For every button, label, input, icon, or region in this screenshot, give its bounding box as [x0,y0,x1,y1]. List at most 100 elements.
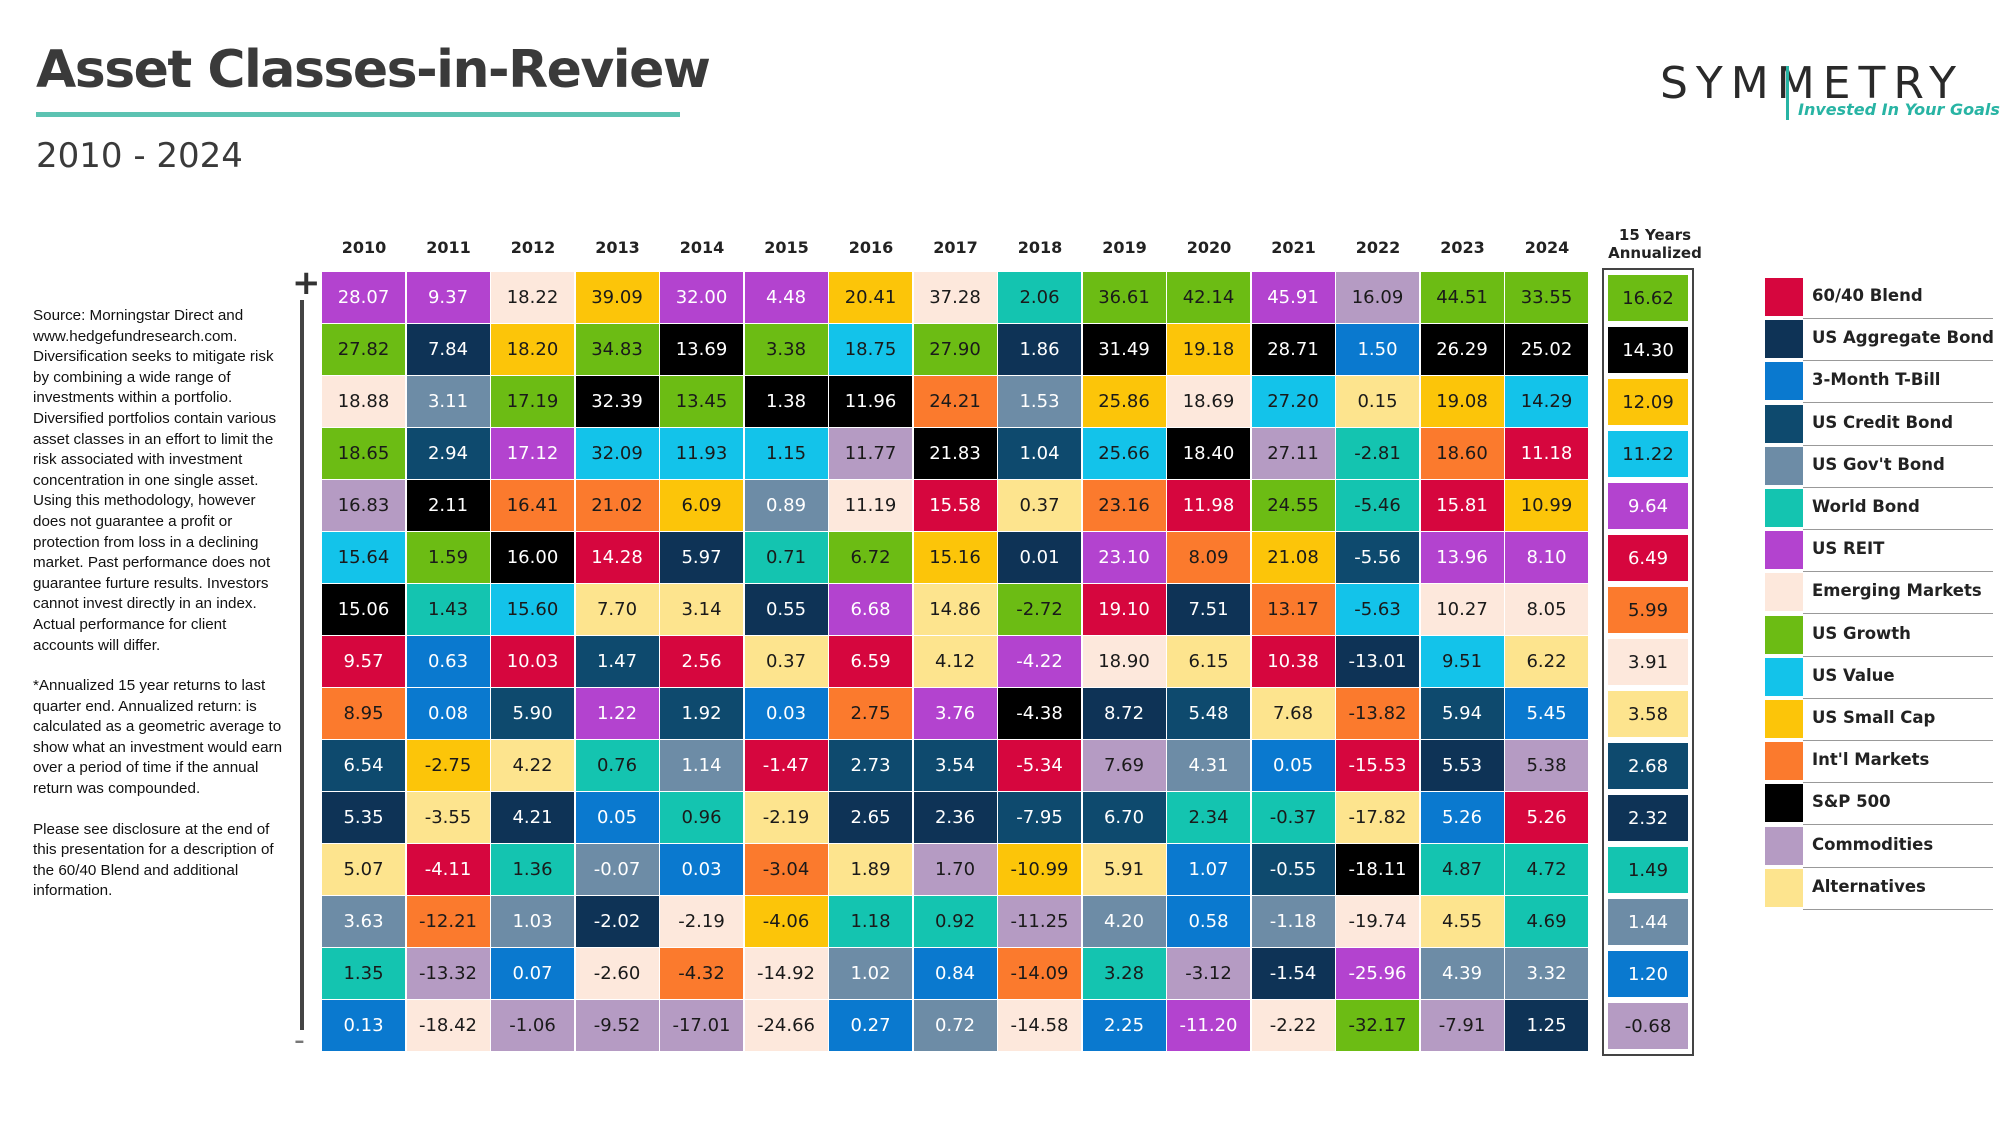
legend-divider [1803,529,1993,530]
return-cell: 0.07 [491,948,574,999]
return-cell: 20.41 [829,272,912,323]
return-cell: 19.10 [1082,584,1166,635]
legend-label: 3-Month T-Bill [1812,370,1941,390]
return-cell: 15.06 [322,584,405,635]
return-cell: 21.83 [913,428,997,479]
year-header: 2023 [1440,238,1485,257]
year-header: 2011 [426,238,471,257]
legend-divider [1803,740,1993,741]
return-cell: 0.84 [913,948,997,999]
axis-plus-sign: + [292,263,321,303]
legend-item: US Aggregate Bond [1765,320,1995,362]
return-cell: 18.90 [1082,636,1166,687]
legend-item: US Value [1765,657,1995,699]
return-cell: 10.27 [1420,584,1504,635]
return-cell: -14.58 [998,1000,1081,1051]
annualized-column-frame [1602,268,1694,1056]
return-cell: -5.63 [1336,584,1419,635]
legend-label: Int'l Markets [1812,750,1930,770]
annualized-note: *Annualized 15 year returns to last quar… [33,677,283,798]
return-cell: 0.08 [406,688,490,739]
return-cell: 2.94 [406,428,490,479]
return-cell: 13.69 [660,324,743,375]
return-cell: -17.01 [660,1000,743,1051]
return-cell: -19.74 [1336,896,1419,947]
legend-item: Commodities [1765,826,1995,868]
page-subtitle: 2010 - 2024 [36,136,243,176]
return-cell: 37.28 [913,272,997,323]
legend-item: Emerging Markets [1765,573,1995,615]
return-cell: 6.54 [322,740,405,791]
return-cell: 14.28 [575,532,659,583]
return-cell: 15.60 [491,584,574,635]
return-cell: 0.71 [744,532,828,583]
legend-divider [1803,908,1993,910]
return-cell: 3.28 [1082,948,1166,999]
legend-swatch [1765,615,1803,654]
return-cell: 11.96 [829,376,912,427]
return-cell: 0.01 [998,532,1081,583]
legend-label: US Small Cap [1812,708,1936,727]
legend-swatch [1765,868,1803,907]
return-cell: 8.10 [1505,532,1588,583]
legend-label: Commodities [1812,834,1934,854]
legend-label: Emerging Markets [1812,581,1982,601]
return-cell: 18.88 [322,376,405,427]
legend-label: US Growth [1812,623,1911,643]
return-cell: 27.82 [322,324,405,375]
return-cell: 6.59 [829,636,912,687]
return-cell: 0.55 [744,584,828,635]
logo-tagline: Invested In Your Goals [1798,100,2000,119]
return-cell: -0.55 [1251,844,1335,895]
return-cell: 5.48 [1167,688,1250,739]
return-cell: 6.22 [1505,636,1588,687]
return-cell: -11.20 [1167,1000,1250,1051]
annualized-cell: 1.20 [1608,951,1688,997]
return-cell: 1.36 [491,844,574,895]
return-cell: 11.98 [1167,480,1250,531]
legend-swatch [1765,826,1803,865]
return-cell: 0.96 [660,792,743,843]
legend-label: Alternatives [1812,876,1926,896]
return-cell: 0.37 [744,636,828,687]
return-cell: -9.52 [575,1000,659,1051]
return-cell: 0.13 [322,1000,405,1051]
legend-swatch [1765,489,1803,527]
return-cell: -18.42 [406,1000,490,1051]
return-cell: 15.16 [913,532,997,583]
return-cell: -32.17 [1336,1000,1419,1051]
return-cell: 27.20 [1251,376,1335,427]
return-cell: 4.48 [744,272,828,323]
return-cell: -4.06 [744,896,828,947]
return-cell: 9.37 [406,272,490,323]
legend-divider [1803,360,1993,362]
return-cell: 5.38 [1505,740,1588,791]
return-cell: 1.03 [491,896,574,947]
return-cell: 0.05 [1251,740,1335,791]
return-cell: 28.07 [322,272,405,323]
year-header: 2020 [1186,238,1232,257]
return-cell: 1.53 [998,376,1081,427]
return-cell: -2.19 [744,792,828,843]
legend-label: US REIT [1812,539,1885,559]
return-cell: 1.38 [744,376,828,427]
return-cell: 27.11 [1251,428,1335,479]
return-cell: 0.89 [744,480,828,531]
axis-line [300,300,304,1030]
return-cell: 0.27 [829,1000,912,1051]
return-cell: 44.51 [1420,272,1504,323]
return-cell: 1.07 [1167,844,1250,895]
annualized-cell: 9.64 [1608,483,1688,529]
return-cell: 1.86 [998,324,1081,375]
return-cell: 8.95 [322,688,405,739]
return-cell: 2.56 [660,636,743,687]
legend-label: US Aggregate Bond [1812,328,1994,348]
annualized-cell: 11.22 [1608,431,1688,477]
logo-bar [1786,66,1789,120]
legend-label: S&P 500 [1812,792,1891,812]
return-cell: -7.95 [998,792,1081,843]
return-cell: 21.08 [1251,532,1335,583]
return-cell: 19.18 [1167,324,1250,375]
logo: SYMMETRY Invested In Your Goals [1660,58,2000,128]
legend-swatch [1765,362,1803,401]
